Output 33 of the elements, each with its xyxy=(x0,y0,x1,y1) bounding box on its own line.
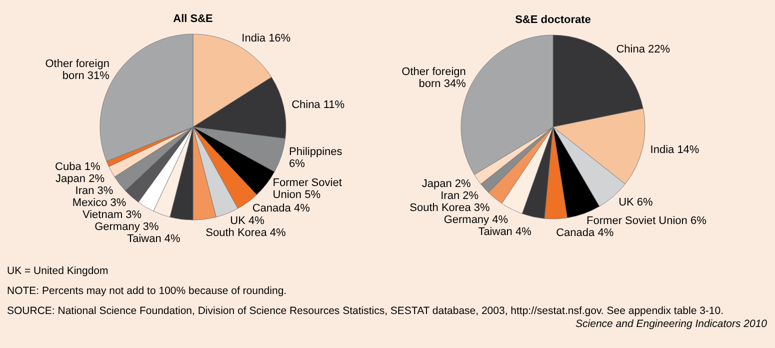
slice-label: South Korea 3% xyxy=(410,202,490,214)
chart-title: S&E doctorate xyxy=(515,14,591,26)
slice-label: UK 6% xyxy=(618,196,654,208)
slice-label: Cuba 1% xyxy=(55,161,101,174)
slice-label: Mexico 3% xyxy=(72,197,126,210)
slice-label: Iran 3% xyxy=(75,185,114,198)
text: UK = United Kingdom xyxy=(7,265,109,277)
slice-label: Japan 2% xyxy=(56,173,105,186)
data-label: 6% xyxy=(289,158,306,170)
slice-label: India 14% xyxy=(650,144,700,156)
source-note: SOURCE: National Science Foundation, Division of Science Resources Statistics, SESTAT database, 2003, http://sestat.nsf.gov. See appendix table 3-10. xyxy=(7,305,724,317)
slice-label: Germany 3% xyxy=(94,221,159,234)
slice-label: Japan 2% xyxy=(422,178,472,190)
slice-label: Former Soviet Union 5% xyxy=(272,176,342,201)
slice-label: South Korea 4% xyxy=(206,226,286,239)
slice-label: UK 4% xyxy=(230,214,265,227)
slice-label: Philippines xyxy=(289,146,343,158)
slice-label: Other foreign born 31% xyxy=(45,58,110,82)
slice-label: Other foreign born 34% xyxy=(402,66,466,90)
slice-label: Canada 4% xyxy=(556,227,614,240)
slice-label: Taiwan 4% xyxy=(478,226,532,238)
slice-label: Former Soviet Union 6% xyxy=(586,215,707,228)
slice-label: China 11% xyxy=(292,98,345,111)
slice-label: Taiwan 4% xyxy=(127,233,181,246)
text: Science and Engineering Indicators 2010 xyxy=(576,318,768,330)
text: NOTE: Percents may not add to 100% because of rounding. xyxy=(7,285,287,297)
slice-label: Canada 4% xyxy=(252,202,310,215)
slice-label: Iran 2% xyxy=(440,190,479,202)
slice-label: Vietnam 3% xyxy=(82,209,142,222)
slice-label: China 22% xyxy=(616,43,670,56)
chart-title: All S&E xyxy=(173,13,213,25)
slice-label: India 16% xyxy=(242,32,291,44)
slice-label: Germany 4% xyxy=(444,214,508,226)
